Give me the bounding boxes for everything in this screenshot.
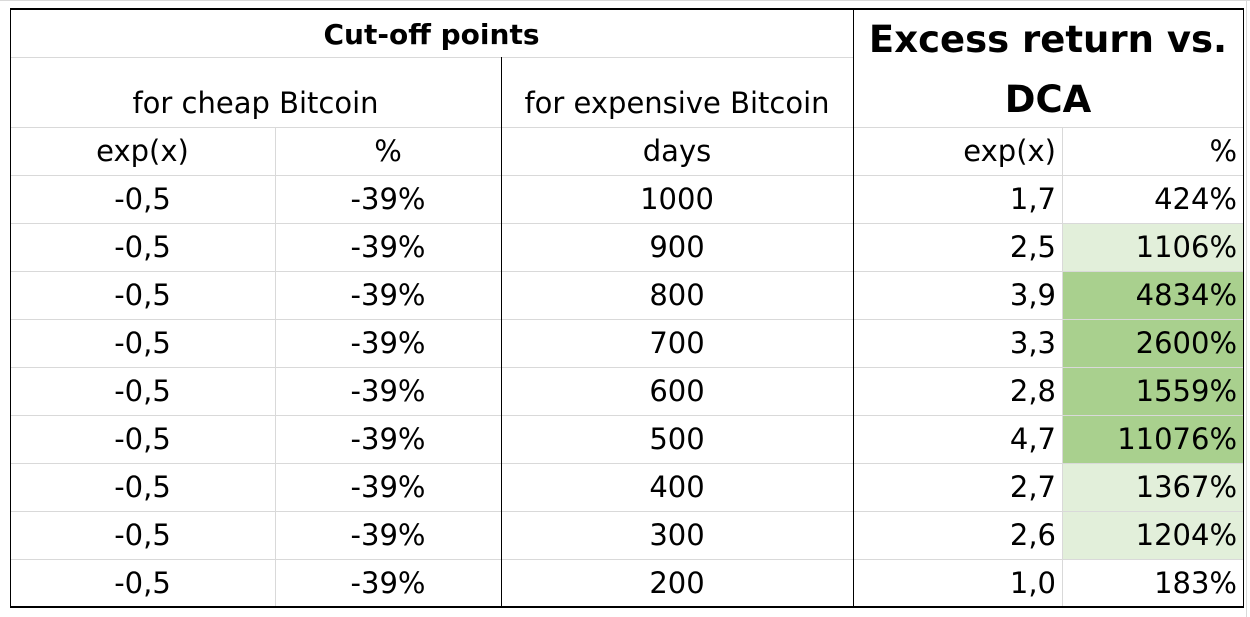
return-exp-cell: 1,0: [1009, 566, 1056, 600]
gridline: [10, 367, 1243, 368]
gridline: [10, 271, 1243, 272]
days-cell: 600: [649, 374, 705, 408]
table-border-left: [10, 8, 11, 608]
gridline: [275, 127, 276, 607]
highlight-fill: [1062, 367, 1243, 415]
return-pct-cell: 1367%: [1135, 470, 1237, 504]
cutoff-title: Cut-off points: [323, 18, 540, 51]
cheap-bitcoin-label: for cheap Bitcoin: [132, 86, 379, 120]
table-border-bottom: [10, 606, 1243, 608]
cheap-pct-cell: -39%: [350, 470, 426, 504]
gridline: [1062, 127, 1063, 607]
return-pct-cell: 424%: [1154, 182, 1237, 216]
column-divider: [853, 8, 854, 608]
return-pct-cell: 1559%: [1135, 374, 1237, 408]
gridline: [1246, 0, 1247, 617]
return-pct-cell: 4834%: [1135, 278, 1237, 312]
cheap-pct-cell: -39%: [350, 230, 426, 264]
return-pct-cell: 1106%: [1135, 230, 1237, 264]
highlight-fill: [1062, 271, 1243, 319]
cheap-pct-cell: -39%: [350, 326, 426, 360]
column-header-return-exp: exp(x): [963, 134, 1056, 168]
expensive-bitcoin-label: for expensive Bitcoin: [524, 86, 830, 120]
days-cell: 400: [649, 470, 705, 504]
column-header-cheap-exp: exp(x): [96, 134, 189, 168]
column-header-return-pct: %: [1209, 134, 1237, 168]
days-cell: 800: [649, 278, 705, 312]
return-pct-cell: 11076%: [1117, 422, 1237, 456]
return-exp-cell: 3,3: [1009, 326, 1056, 360]
return-exp-cell: 2,8: [1009, 374, 1056, 408]
days-cell: 200: [649, 566, 705, 600]
cheap-pct-cell: -39%: [350, 518, 426, 552]
days-cell: 1000: [640, 182, 714, 216]
days-cell: 700: [649, 326, 705, 360]
cheap-pct-cell: -39%: [350, 278, 426, 312]
gridline: [10, 223, 1243, 224]
table-border-top: [10, 8, 1243, 10]
cheap-exp-cell: -0,5: [114, 182, 171, 216]
gridline: [10, 511, 1243, 512]
gridline: [10, 559, 1243, 560]
days-cell: 300: [649, 518, 705, 552]
excess-title-line2: DCA: [1004, 77, 1092, 121]
cheap-exp-cell: -0,5: [114, 326, 171, 360]
column-header-cheap-pct: %: [374, 134, 402, 168]
cheap-exp-cell: -0,5: [114, 518, 171, 552]
cheap-pct-cell: -39%: [350, 566, 426, 600]
cheap-exp-cell: -0,5: [114, 566, 171, 600]
cheap-pct-cell: -39%: [350, 422, 426, 456]
cheap-exp-cell: -0,5: [114, 470, 171, 504]
return-exp-cell: 2,6: [1009, 518, 1056, 552]
highlight-fill: [1062, 463, 1243, 511]
return-exp-cell: 2,7: [1009, 470, 1056, 504]
return-exp-cell: 1,7: [1009, 182, 1056, 216]
gridline: [10, 415, 1243, 416]
highlight-fill: [1062, 511, 1243, 559]
days-cell: 500: [649, 422, 705, 456]
cheap-pct-cell: -39%: [350, 374, 426, 408]
return-exp-cell: 4,7: [1009, 422, 1056, 456]
column-divider: [501, 57, 502, 608]
return-pct-cell: 2600%: [1135, 326, 1237, 360]
gridline: [10, 57, 853, 58]
cheap-exp-cell: -0,5: [114, 422, 171, 456]
highlight-fill: [1062, 223, 1243, 271]
excess-title-line1: Excess return vs.: [868, 17, 1228, 61]
return-exp-cell: 3,9: [1009, 278, 1056, 312]
gridline: [10, 319, 1243, 320]
cheap-exp-cell: -0,5: [114, 278, 171, 312]
days-cell: 900: [649, 230, 705, 264]
gridline: [10, 127, 1243, 128]
return-exp-cell: 2,5: [1009, 230, 1056, 264]
highlight-fill: [1062, 319, 1243, 367]
return-pct-cell: 183%: [1154, 566, 1237, 600]
gridline: [10, 175, 1243, 176]
cheap-pct-cell: -39%: [350, 182, 426, 216]
cheap-exp-cell: -0,5: [114, 230, 171, 264]
gridline: [10, 463, 1243, 464]
cheap-exp-cell: -0,5: [114, 374, 171, 408]
gridline: [0, 0, 1250, 1]
column-header-days: days: [642, 134, 712, 168]
return-pct-cell: 1204%: [1135, 518, 1237, 552]
table-border-right: [1243, 8, 1244, 608]
highlight-fill: [1062, 415, 1243, 463]
